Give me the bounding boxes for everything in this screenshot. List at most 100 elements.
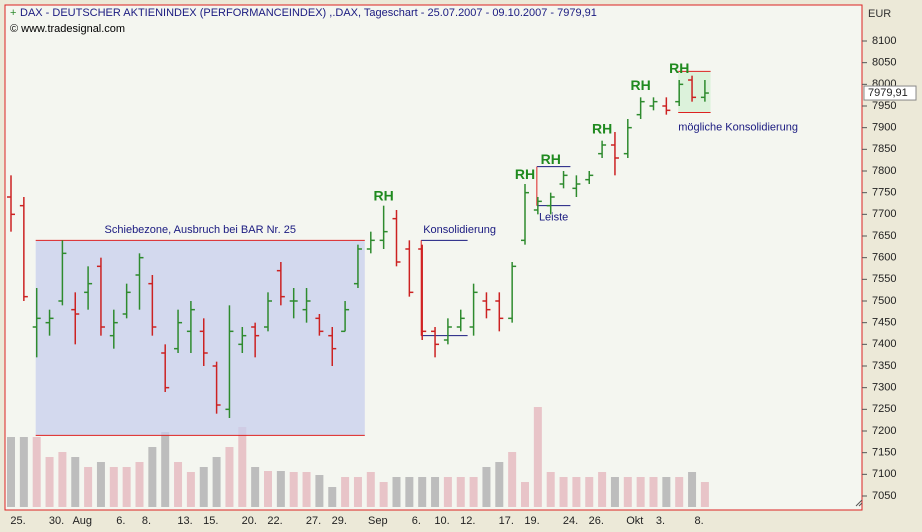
x-tick-label: 29. — [332, 515, 347, 527]
y-tick-label: 7850 — [872, 143, 896, 155]
volume-bar — [58, 452, 67, 507]
y-tick-label: 7250 — [872, 403, 896, 415]
icon: + — [10, 7, 16, 19]
x-tick-label: 17. — [499, 515, 514, 527]
zone — [678, 71, 711, 113]
chart-subtitle: © www.tradesignal.com — [10, 23, 125, 35]
volume-bar — [700, 482, 709, 507]
zone-label: Leiste — [539, 212, 568, 224]
annotation: RH — [592, 121, 612, 137]
volume-bar — [32, 437, 41, 507]
volume-bar — [302, 472, 311, 507]
y-tick-label: 7050 — [872, 490, 896, 502]
annotation: RH — [631, 77, 651, 93]
y-tick-label: 7750 — [872, 187, 896, 199]
volume-bar — [610, 477, 619, 507]
x-tick-label: 30. — [49, 515, 64, 527]
volume-bar — [315, 475, 324, 507]
x-tick-label: 10. — [434, 515, 449, 527]
volume-bar — [521, 482, 529, 507]
volume-bar — [71, 457, 80, 507]
x-tick-label: 20. — [242, 515, 257, 527]
y-tick-label: 7350 — [872, 360, 896, 372]
last-value-box — [863, 85, 917, 101]
y-tick-label: 8050 — [872, 57, 896, 69]
y-tick-label: 7500 — [872, 295, 896, 307]
x-tick-label: 19. — [524, 515, 539, 527]
volume-bar — [443, 477, 452, 507]
volume-bar — [572, 477, 581, 507]
volume-bar — [431, 477, 440, 507]
x-tick-label: 13. — [177, 515, 192, 527]
y-tick-label: 7600 — [872, 252, 896, 264]
volume-bar — [533, 407, 542, 507]
y-tick-label: 7450 — [872, 317, 896, 329]
volume-bar — [482, 467, 491, 507]
volume-bar — [456, 477, 465, 507]
y-tick-label: 7950 — [872, 100, 896, 112]
volume-bar — [495, 462, 504, 507]
volume-bar — [225, 447, 234, 507]
volume-bar — [238, 427, 247, 507]
volume-bar — [289, 472, 298, 507]
volume-bar — [688, 472, 697, 507]
annotation: RH — [515, 166, 535, 182]
volume-bar — [662, 477, 671, 507]
volume-bar — [251, 467, 260, 507]
volume-bar — [469, 477, 478, 507]
y-tick-label: 7800 — [872, 165, 896, 177]
volume-bar — [276, 471, 285, 507]
zone-label: mögliche Konsolidierung — [678, 121, 798, 133]
x-tick-label: 12. — [460, 515, 475, 527]
volume-bar — [623, 477, 632, 507]
volume-bar — [392, 477, 401, 507]
volume-bar — [508, 452, 517, 507]
y-tick-label: 7200 — [872, 425, 896, 437]
x-tick-label: 25. — [10, 515, 25, 527]
zone-label: Schiebezone, Ausbruch bei BAR Nr. 25 — [105, 224, 296, 236]
volume-bar — [7, 437, 15, 507]
chart-title: DAX - DEUTSCHER AKTIENINDEX (PERFORMANCE… — [20, 7, 597, 19]
x-tick-label: 8. — [142, 515, 151, 527]
last-value-label: 7979,91 — [868, 87, 908, 99]
x-tick-label: 27. — [306, 515, 321, 527]
volume-bar — [328, 487, 337, 507]
y-tick-label: 7550 — [872, 273, 896, 285]
volume-bar — [366, 472, 375, 507]
volume-bar — [96, 462, 105, 507]
x-tick-label: 6. — [412, 515, 421, 527]
x-tick-label: 6. — [116, 515, 125, 527]
volume-bar — [135, 462, 144, 507]
y-tick-label: 8100 — [872, 35, 896, 47]
x-tick-label: 24. — [563, 515, 578, 527]
x-tick-label: 22. — [267, 515, 282, 527]
annotation: RH — [374, 188, 394, 204]
volume-bar — [264, 471, 272, 507]
volume-bar — [559, 477, 568, 507]
y-tick-label: 7150 — [872, 447, 896, 459]
volume-bar — [122, 467, 131, 507]
x-tick-label: 8. — [694, 515, 703, 527]
volume-bar — [405, 477, 414, 507]
zone-label: Konsolidierung — [423, 224, 496, 236]
annotation: RH — [669, 60, 689, 76]
volume-bar — [649, 477, 658, 507]
annotation: RH — [541, 151, 561, 167]
y-tick-label: 7100 — [872, 468, 896, 480]
y-tick-label: 7650 — [872, 230, 896, 242]
y-tick-label: 7900 — [872, 122, 896, 134]
volume-bar — [598, 472, 607, 507]
volume-bar — [199, 467, 208, 507]
y-tick-label: 7700 — [872, 208, 896, 220]
volume-bar — [45, 457, 54, 507]
volume-bar — [353, 477, 362, 507]
x-tick-label: Aug — [72, 515, 92, 527]
y-tick-label: 7300 — [872, 382, 896, 394]
y-tick-label: 7400 — [872, 338, 896, 350]
x-tick-label: 15. — [203, 515, 218, 527]
x-tick-label: Okt — [626, 515, 643, 527]
zone — [35, 240, 365, 436]
y-axis-label: EUR — [868, 8, 891, 20]
